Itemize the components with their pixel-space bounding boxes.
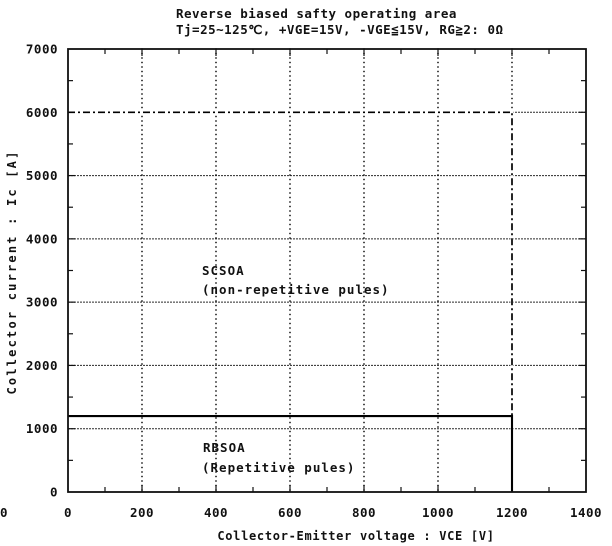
x-tick-labels: 0 200 400 600 800 1000 1200 1400 [64,505,602,520]
y-tick-label-3000: 3000 [26,295,58,310]
y-tick-label-4000: 4000 [26,231,58,246]
x-tick-label-1400: 1400 [570,505,602,520]
tick-marks [68,49,586,492]
annotation-scsoa-name: SCSOA [202,263,245,278]
y-axis-label: Collector current : Ic [A] [5,149,19,394]
annotation-rbsoa-note: (Repetitive pules) [202,460,355,475]
y-tick-labels: 0 1000 2000 3000 4000 5000 6000 7000 [26,42,58,500]
grid-lines [68,48,586,493]
edge-fragment-text: 0 [0,505,8,520]
chart-subtitle: Tj=25~125℃, +VGE=15V, -VGE≦15V, RG≧2: 0Ω [176,22,504,37]
x-tick-label-800: 800 [352,505,376,520]
series-lines [68,110,514,492]
chart-title: Reverse biased safty operating area [176,6,457,21]
x-tick-label-1000: 1000 [422,505,454,520]
y-tick-label-1000: 1000 [26,421,58,436]
annotation-scsoa-note: (non-repetitive pules) [202,282,390,297]
y-tick-label-7000: 7000 [26,42,58,57]
x-tick-label-600: 600 [278,505,302,520]
series-underlay-scsoa [68,110,514,492]
x-tick-label-0: 0 [64,505,72,520]
x-tick-label-1200: 1200 [496,505,528,520]
y-tick-label-5000: 5000 [26,168,58,183]
y-tick-label-6000: 6000 [26,105,58,120]
series-line-rbsoa [68,415,514,492]
x-tick-label-200: 200 [130,505,154,520]
x-tick-label-400: 400 [204,505,228,520]
annotation-rbsoa-name: RBSOA [203,440,246,455]
x-axis-label: Collector-Emitter voltage : VCE [V] [217,529,494,543]
y-tick-label-2000: 2000 [26,358,58,373]
plot-frame [67,48,587,493]
y-tick-label-0: 0 [50,485,58,500]
